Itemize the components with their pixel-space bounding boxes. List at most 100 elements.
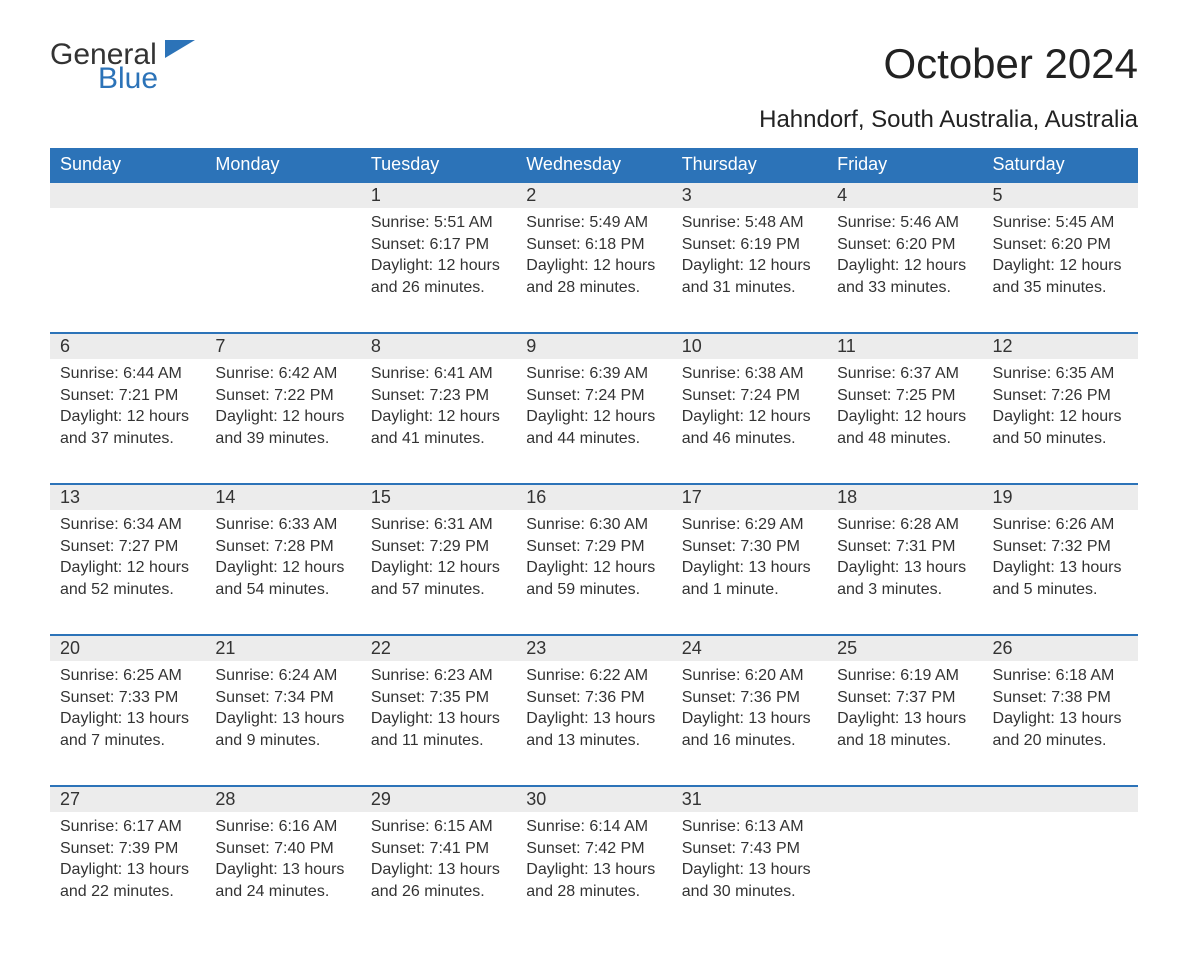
daylight-label: Daylight:: [993, 710, 1060, 727]
day-cell: Sunrise: 6:14 AMSunset: 7:42 PMDaylight:…: [516, 812, 671, 936]
sunset-value: 7:26 PM: [1051, 387, 1111, 404]
sunrise-label: Sunrise:: [526, 667, 589, 684]
sunrise-label: Sunrise:: [837, 365, 900, 382]
daylight-label: Daylight:: [60, 861, 127, 878]
sunset-label: Sunset:: [215, 538, 274, 555]
day-number: 6: [50, 332, 205, 359]
sunset-value: 7:36 PM: [585, 689, 645, 706]
day-data: [205, 208, 360, 232]
sunset-label: Sunset:: [526, 689, 585, 706]
sunset-value: 7:35 PM: [430, 689, 490, 706]
day-data: Sunrise: 6:17 AMSunset: 7:39 PMDaylight:…: [50, 812, 205, 922]
header: General Blue October 2024 Hahndorf, Sout…: [50, 40, 1138, 134]
daylight-label: Daylight:: [837, 710, 904, 727]
day-cell: Sunrise: 6:18 AMSunset: 7:38 PMDaylight:…: [983, 661, 1138, 785]
weekday-header: Wednesday: [516, 148, 671, 181]
sunset-value: 7:37 PM: [896, 689, 956, 706]
week-row: Sunrise: 6:17 AMSunset: 7:39 PMDaylight:…: [50, 812, 1138, 936]
daylight-label: Daylight:: [371, 408, 438, 425]
sunrise-label: Sunrise:: [993, 516, 1056, 533]
day-cell: Sunrise: 6:35 AMSunset: 7:26 PMDaylight:…: [983, 359, 1138, 483]
day-number: 1: [361, 181, 516, 208]
sunset-value: 7:31 PM: [896, 538, 956, 555]
day-cell: Sunrise: 6:23 AMSunset: 7:35 PMDaylight:…: [361, 661, 516, 785]
sunrise-label: Sunrise:: [682, 667, 745, 684]
sunrise-label: Sunrise:: [371, 365, 434, 382]
day-data: Sunrise: 6:38 AMSunset: 7:24 PMDaylight:…: [672, 359, 827, 469]
sunrise-label: Sunrise:: [215, 667, 278, 684]
day-cell: Sunrise: 6:26 AMSunset: 7:32 PMDaylight:…: [983, 510, 1138, 634]
sunrise-value: 6:16 AM: [279, 818, 338, 835]
sunrise-label: Sunrise:: [682, 214, 745, 231]
daylight-label: Daylight:: [526, 710, 593, 727]
sunrise-label: Sunrise:: [526, 365, 589, 382]
sunset-label: Sunset:: [60, 538, 119, 555]
sunset-value: 7:25 PM: [896, 387, 956, 404]
sunrise-value: 6:31 AM: [434, 516, 493, 533]
daylight-label: Daylight:: [682, 408, 749, 425]
day-data: Sunrise: 6:28 AMSunset: 7:31 PMDaylight:…: [827, 510, 982, 620]
day-number: 20: [50, 634, 205, 661]
sunset-value: 7:29 PM: [430, 538, 490, 555]
sunset-value: 7:29 PM: [585, 538, 645, 555]
daynum-row: 12345: [50, 181, 1138, 208]
sunrise-label: Sunrise:: [837, 516, 900, 533]
sunrise-value: 6:19 AM: [900, 667, 959, 684]
sunset-value: 6:20 PM: [1051, 236, 1111, 253]
sunrise-value: 6:18 AM: [1056, 667, 1115, 684]
day-data: Sunrise: 5:48 AMSunset: 6:19 PMDaylight:…: [672, 208, 827, 318]
sunrise-label: Sunrise:: [60, 667, 123, 684]
sunset-label: Sunset:: [526, 840, 585, 857]
sunrise-value: 6:13 AM: [745, 818, 804, 835]
day-number: 30: [516, 785, 671, 812]
day-data: Sunrise: 6:13 AMSunset: 7:43 PMDaylight:…: [672, 812, 827, 922]
day-data: Sunrise: 5:45 AMSunset: 6:20 PMDaylight:…: [983, 208, 1138, 318]
day-cell: Sunrise: 6:13 AMSunset: 7:43 PMDaylight:…: [672, 812, 827, 936]
sunrise-value: 6:38 AM: [745, 365, 804, 382]
day-cell: Sunrise: 5:46 AMSunset: 6:20 PMDaylight:…: [827, 208, 982, 332]
day-data: Sunrise: 6:14 AMSunset: 7:42 PMDaylight:…: [516, 812, 671, 922]
sunset-label: Sunset:: [371, 689, 430, 706]
week-row: Sunrise: 6:44 AMSunset: 7:21 PMDaylight:…: [50, 359, 1138, 483]
sunset-value: 7:36 PM: [740, 689, 800, 706]
sunrise-value: 6:41 AM: [434, 365, 493, 382]
sunrise-label: Sunrise:: [60, 516, 123, 533]
day-cell: Sunrise: 6:42 AMSunset: 7:22 PMDaylight:…: [205, 359, 360, 483]
sunrise-value: 5:45 AM: [1056, 214, 1115, 231]
sunrise-value: 6:34 AM: [123, 516, 182, 533]
sunset-label: Sunset:: [371, 840, 430, 857]
day-cell: Sunrise: 6:37 AMSunset: 7:25 PMDaylight:…: [827, 359, 982, 483]
day-number-empty: [50, 181, 205, 208]
sunset-label: Sunset:: [371, 387, 430, 404]
sunrise-value: 6:17 AM: [123, 818, 182, 835]
sunset-value: 7:21 PM: [119, 387, 179, 404]
day-data: Sunrise: 6:19 AMSunset: 7:37 PMDaylight:…: [827, 661, 982, 771]
day-number: 15: [361, 483, 516, 510]
sunset-label: Sunset:: [371, 236, 430, 253]
daylight-label: Daylight:: [215, 710, 282, 727]
sunset-label: Sunset:: [682, 236, 741, 253]
sunrise-label: Sunrise:: [371, 818, 434, 835]
day-cell: [827, 812, 982, 936]
sunset-label: Sunset:: [837, 387, 896, 404]
daylight-label: Daylight:: [371, 710, 438, 727]
day-cell: Sunrise: 6:28 AMSunset: 7:31 PMDaylight:…: [827, 510, 982, 634]
sunrise-value: 6:42 AM: [279, 365, 338, 382]
daylight-label: Daylight:: [837, 408, 904, 425]
weekday-header: Tuesday: [361, 148, 516, 181]
sunset-label: Sunset:: [837, 538, 896, 555]
day-number: 27: [50, 785, 205, 812]
sunrise-label: Sunrise:: [993, 667, 1056, 684]
sunrise-label: Sunrise:: [215, 818, 278, 835]
day-cell: Sunrise: 6:25 AMSunset: 7:33 PMDaylight:…: [50, 661, 205, 785]
day-cell: Sunrise: 6:30 AMSunset: 7:29 PMDaylight:…: [516, 510, 671, 634]
sunrise-label: Sunrise:: [837, 667, 900, 684]
flag-icon: [165, 40, 195, 67]
daylight-label: Daylight:: [837, 559, 904, 576]
day-cell: Sunrise: 5:51 AMSunset: 6:17 PMDaylight:…: [361, 208, 516, 332]
daylight-label: Daylight:: [60, 559, 127, 576]
day-cell: Sunrise: 6:31 AMSunset: 7:29 PMDaylight:…: [361, 510, 516, 634]
sunset-label: Sunset:: [371, 538, 430, 555]
sunrise-value: 6:35 AM: [1056, 365, 1115, 382]
daylight-label: Daylight:: [60, 710, 127, 727]
